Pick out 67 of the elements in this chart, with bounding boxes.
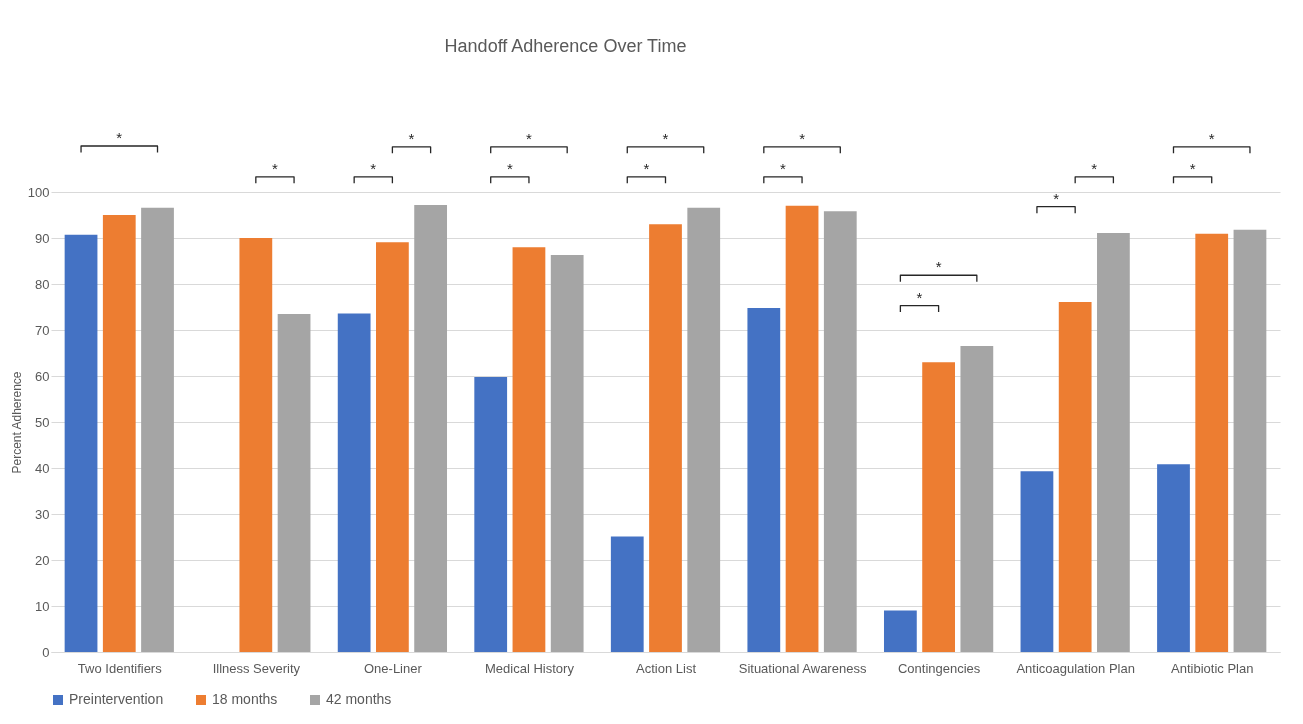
bar	[414, 204, 448, 652]
text: *	[526, 129, 533, 147]
bar	[102, 215, 136, 652]
text: *	[780, 159, 787, 177]
bar	[277, 313, 311, 652]
y-tick-label: 40	[35, 460, 50, 476]
x-tick-label: Contingencies	[897, 660, 981, 676]
annotation: *	[916, 288, 923, 306]
y-tick-label: 100	[27, 184, 50, 200]
text: *	[370, 159, 377, 177]
text: *	[408, 129, 415, 147]
bar	[337, 313, 371, 652]
bar	[512, 247, 546, 652]
bar	[550, 255, 584, 652]
bar	[883, 610, 917, 652]
text: *	[1208, 129, 1215, 147]
x-tick-label: Illness Severity	[212, 660, 301, 676]
annotation: *	[935, 258, 942, 276]
y-tick-label: 50	[35, 414, 50, 430]
y-tick-label: 20	[35, 552, 50, 568]
text: *	[662, 129, 669, 147]
text: *	[1189, 159, 1196, 177]
bar	[1097, 232, 1130, 652]
x-tick-label: Two Identifiers	[77, 660, 163, 676]
bar	[1020, 471, 1054, 652]
bar	[610, 536, 644, 652]
legend-label: Preintervention	[69, 691, 164, 707]
annotation: *	[1053, 189, 1060, 207]
bar	[64, 234, 98, 652]
bar	[1058, 301, 1092, 652]
legend-label: 42 months	[326, 691, 392, 707]
bar	[1157, 464, 1190, 652]
text: *	[116, 129, 123, 146]
legend-label: 18 months	[212, 691, 278, 707]
text: *	[799, 129, 806, 147]
bar	[687, 207, 721, 652]
y-tick-label: 80	[35, 276, 50, 292]
text: *	[643, 159, 650, 177]
y-tick-label: 0	[42, 644, 50, 660]
bar	[747, 307, 781, 652]
bar	[785, 205, 819, 652]
y-axis-title: Percent Adherence	[9, 371, 24, 474]
text: *	[1091, 159, 1098, 177]
bar	[1233, 229, 1267, 652]
y-tick-label: 60	[35, 368, 50, 384]
y-tick-label: 30	[35, 506, 50, 522]
y-tick-label: 10	[35, 598, 50, 614]
x-tick-label: One-Liner	[363, 660, 423, 676]
bar	[239, 238, 273, 652]
bar	[649, 224, 682, 652]
x-tick-label: Anticoagulation Plan	[1016, 660, 1135, 676]
bar	[141, 207, 174, 652]
chart-title: Handoff Adherence Over Time	[444, 36, 687, 56]
bar	[376, 242, 409, 652]
bar	[1195, 233, 1229, 652]
bar	[922, 362, 955, 652]
text: *	[506, 159, 513, 177]
bar	[474, 376, 508, 652]
bar	[960, 346, 994, 652]
bar	[823, 211, 857, 652]
x-tick-label: Situational Awareness	[738, 660, 867, 676]
y-tick-label: 90	[35, 230, 50, 246]
text: *	[272, 159, 279, 177]
x-tick-label: Action List	[636, 660, 697, 676]
y-tick-label: 70	[35, 322, 50, 338]
x-tick-label: Medical History	[485, 660, 575, 676]
x-tick-label: Antibiotic Plan	[1171, 660, 1254, 676]
